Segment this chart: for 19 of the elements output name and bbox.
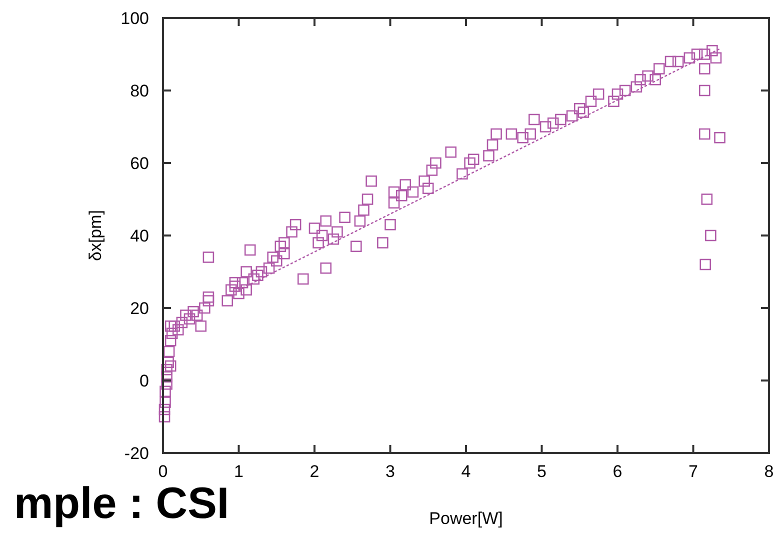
x-tick-label: 6 xyxy=(612,462,622,481)
x-axis-title: Power[W] xyxy=(429,509,503,528)
y-tick-label: 20 xyxy=(130,299,149,318)
y-tick-label: 0 xyxy=(140,372,149,390)
y-tick-label: 80 xyxy=(130,82,149,100)
text: mple : CSI xyxy=(14,479,230,528)
y-tick-label: 60 xyxy=(130,154,149,173)
x-tick-label: 2 xyxy=(310,462,320,481)
x-tick-label: 5 xyxy=(537,462,546,481)
y-tick-label: -20 xyxy=(124,444,149,463)
y-tick-label: 100 xyxy=(120,9,149,28)
x-tick-label: 7 xyxy=(688,462,698,481)
y-axis-title: δx[pm] xyxy=(86,210,105,262)
x-tick-label: 4 xyxy=(461,462,471,481)
x-tick-label: 1 xyxy=(234,462,244,481)
y-tick-label: 40 xyxy=(130,226,149,246)
x-tick-label: 3 xyxy=(386,462,395,481)
x-tick-label: 8 xyxy=(764,462,774,481)
x-tick-label: 0 xyxy=(158,462,168,481)
